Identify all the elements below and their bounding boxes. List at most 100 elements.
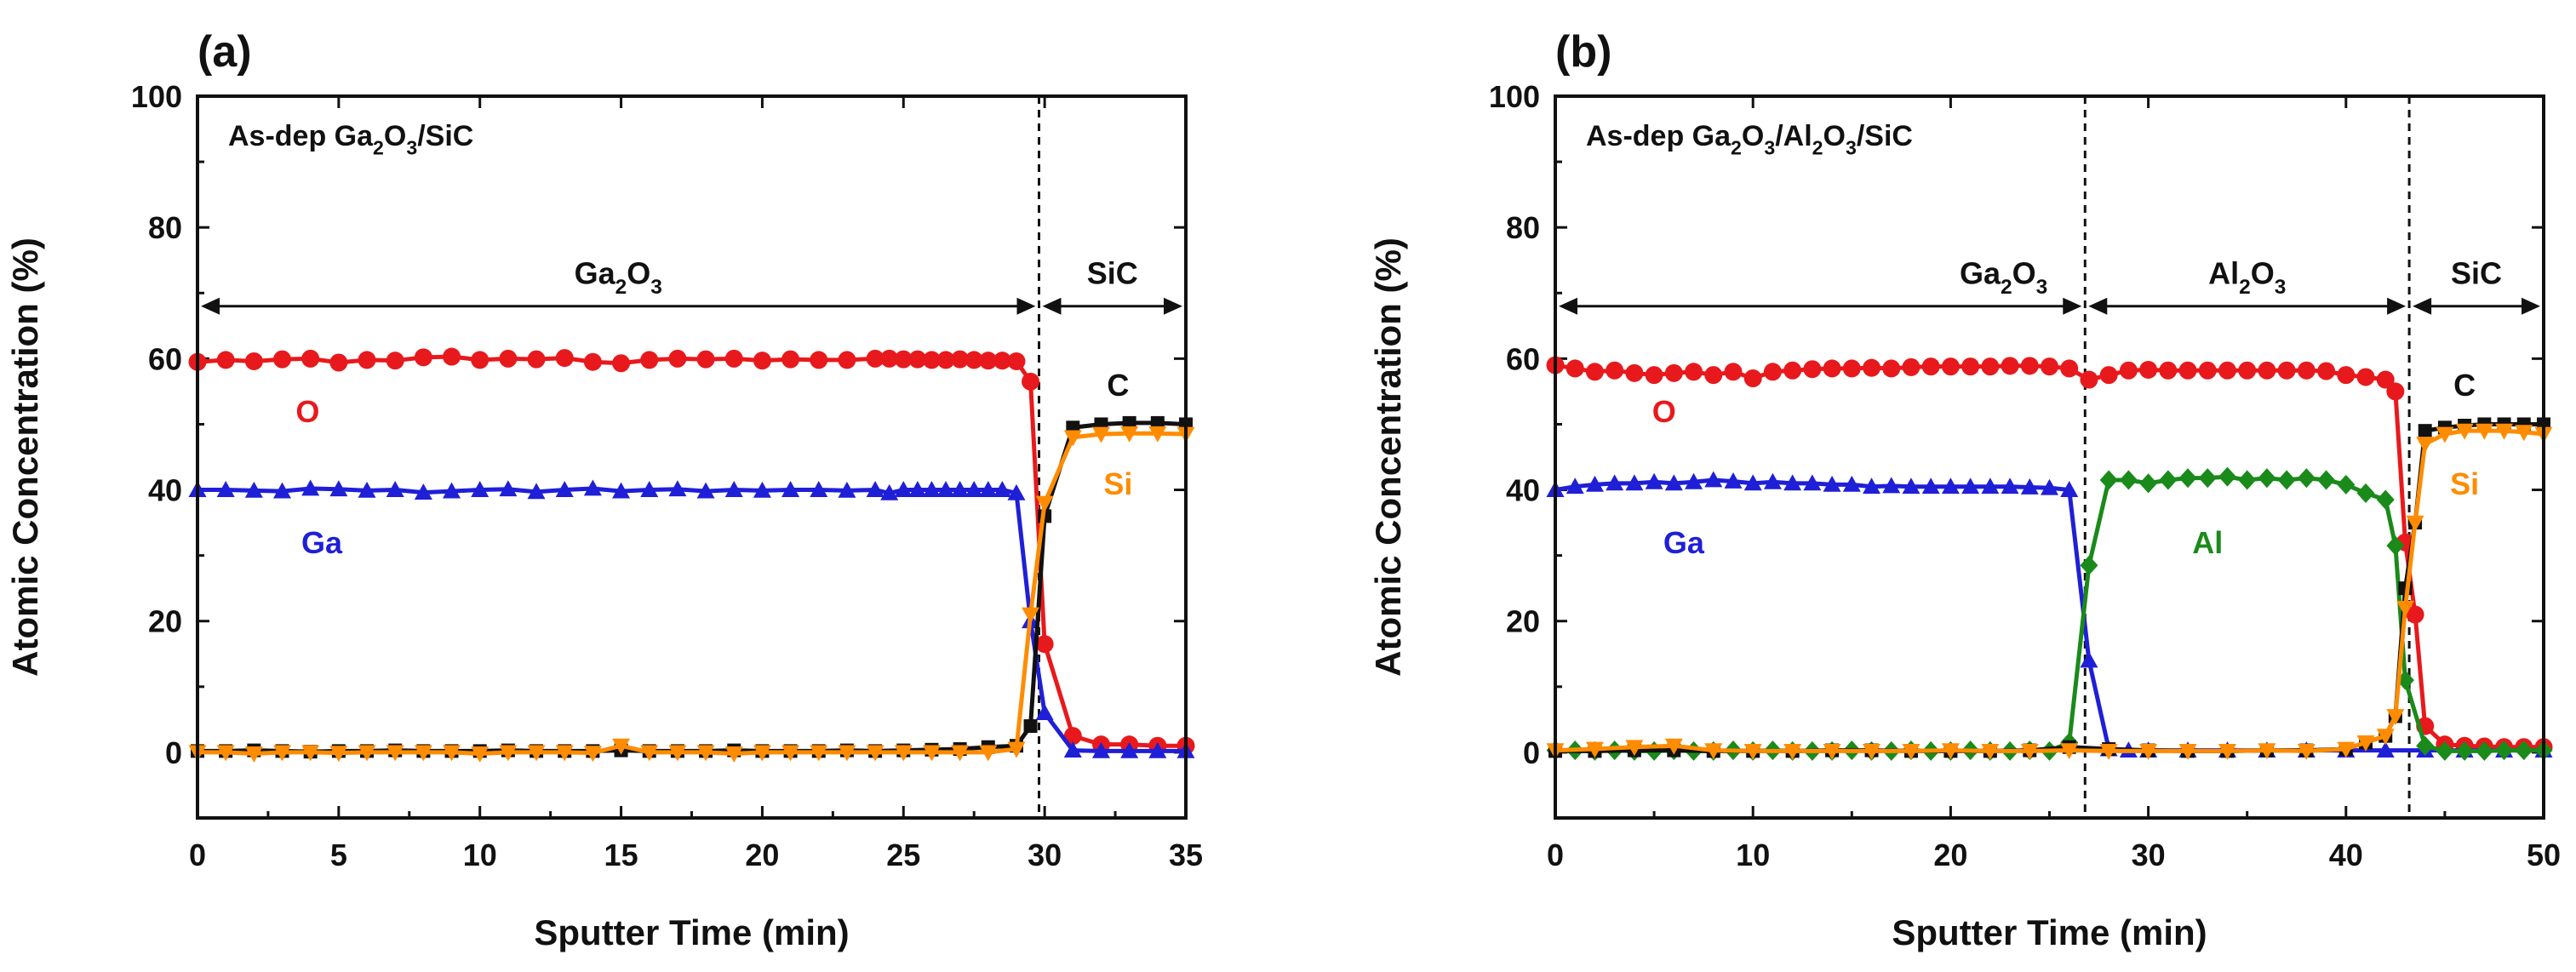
data-point bbox=[2159, 361, 2178, 380]
data-point bbox=[2386, 535, 2405, 556]
region-label-part: O bbox=[2012, 256, 2036, 291]
data-point bbox=[301, 479, 320, 496]
data-point bbox=[1863, 743, 1881, 760]
data-point bbox=[1981, 477, 2000, 495]
data-point bbox=[2416, 735, 2435, 756]
x-tick-label: 25 bbox=[886, 838, 920, 872]
data-point bbox=[2515, 740, 2533, 761]
region-label: Ga2O3 bbox=[575, 256, 662, 300]
region-label: Ga2O3 bbox=[1960, 256, 2047, 300]
data-point bbox=[443, 482, 461, 499]
data-point bbox=[499, 480, 518, 497]
region-arrow bbox=[2088, 297, 2407, 315]
data-point bbox=[2020, 477, 2039, 495]
data-point bbox=[358, 745, 376, 762]
region-arrow-head-left bbox=[2413, 297, 2432, 315]
data-point bbox=[2337, 474, 2356, 495]
data-point bbox=[1685, 472, 1703, 489]
data-point bbox=[1022, 607, 1040, 624]
data-point bbox=[1882, 477, 1901, 494]
data-point bbox=[1035, 495, 1054, 512]
region-arrow-head-right bbox=[1016, 297, 1036, 315]
x-tick-label: 10 bbox=[463, 838, 497, 872]
data-point bbox=[1941, 477, 1960, 495]
region-label-part: SiC bbox=[1087, 256, 1138, 291]
data-point bbox=[668, 480, 687, 497]
data-point bbox=[1645, 366, 1663, 385]
region-arrow-head-left bbox=[1042, 297, 1062, 315]
data-point bbox=[2317, 470, 2336, 490]
data-point bbox=[866, 349, 884, 368]
data-point bbox=[2119, 470, 2138, 490]
data-point bbox=[1921, 357, 1940, 376]
region-arrow-head-right bbox=[1164, 297, 1182, 315]
data-point bbox=[2159, 470, 2178, 490]
region-arrow bbox=[201, 297, 1036, 315]
y-tick-label: 40 bbox=[148, 473, 182, 508]
region-arrow-head-left bbox=[201, 297, 220, 315]
data-point bbox=[583, 352, 602, 371]
data-point bbox=[244, 481, 263, 498]
data-point bbox=[1882, 359, 1901, 378]
data-point bbox=[1704, 366, 1723, 385]
data-point bbox=[880, 483, 899, 500]
data-point bbox=[668, 349, 687, 368]
data-point bbox=[810, 745, 828, 762]
data-point bbox=[2198, 361, 2217, 380]
data-point bbox=[329, 746, 348, 763]
data-point bbox=[2406, 605, 2424, 624]
data-point bbox=[386, 481, 404, 497]
data-point bbox=[1035, 704, 1054, 721]
data-point bbox=[2020, 743, 2039, 760]
data-point bbox=[1921, 477, 1940, 495]
data-point bbox=[2436, 426, 2454, 443]
data-point bbox=[1063, 727, 1082, 746]
data-point bbox=[866, 481, 884, 497]
panel-label: (b) bbox=[1555, 27, 1611, 77]
data-point bbox=[2080, 370, 2098, 389]
data-point bbox=[1863, 477, 1881, 495]
data-point bbox=[2436, 740, 2454, 761]
data-point bbox=[1091, 426, 1110, 443]
region-arrow bbox=[1042, 297, 1182, 315]
series-si bbox=[1546, 423, 2553, 760]
region-label-part: O bbox=[2251, 256, 2275, 291]
data-point bbox=[499, 349, 518, 368]
data-point bbox=[2515, 425, 2533, 442]
data-point bbox=[358, 481, 376, 498]
data-point bbox=[471, 481, 489, 497]
data-point bbox=[2099, 743, 2118, 760]
x-axis-label: Sputter Time (min) bbox=[534, 912, 849, 952]
data-point bbox=[2386, 709, 2405, 726]
data-point bbox=[2475, 423, 2493, 440]
inset-title-part: 3 bbox=[1846, 137, 1857, 159]
chart-panel-b: (b) Sputter Time (min) Atomic Concentratio… bbox=[1368, 27, 2561, 952]
data-point bbox=[2218, 361, 2236, 380]
data-point bbox=[922, 745, 941, 762]
data-point bbox=[2238, 470, 2257, 490]
region-label: SiC bbox=[1087, 256, 1138, 291]
data-point bbox=[2119, 361, 2138, 380]
data-point bbox=[1566, 477, 1584, 495]
y-axis-label: Atomic Concentration (%) bbox=[1368, 237, 1408, 677]
data-point bbox=[301, 349, 320, 368]
x-tick-label: 20 bbox=[1933, 838, 1967, 872]
data-point bbox=[471, 351, 489, 369]
data-point bbox=[2277, 470, 2296, 490]
series-line bbox=[1554, 428, 2545, 753]
data-point bbox=[1664, 363, 1683, 382]
data-point bbox=[2356, 735, 2375, 752]
region-label: Al2O3 bbox=[2208, 256, 2286, 300]
region-label-part: Ga bbox=[575, 256, 616, 291]
data-point bbox=[894, 350, 913, 369]
data-point bbox=[612, 482, 631, 499]
data-point bbox=[443, 347, 461, 366]
data-point bbox=[1743, 743, 1762, 760]
data-point bbox=[753, 481, 771, 498]
x-tick-label: 5 bbox=[330, 838, 347, 872]
data-point bbox=[2356, 368, 2375, 386]
data-point bbox=[414, 483, 432, 500]
y-tick-label: 80 bbox=[1506, 210, 1540, 245]
data-point bbox=[2455, 423, 2474, 440]
data-point bbox=[1704, 471, 1723, 488]
